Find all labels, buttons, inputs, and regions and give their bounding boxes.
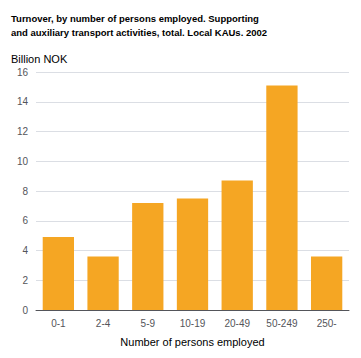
svg-text:6: 6 — [22, 215, 28, 226]
svg-text:14: 14 — [17, 96, 29, 107]
svg-text:2: 2 — [22, 275, 28, 286]
svg-text:2-4: 2-4 — [96, 318, 111, 329]
svg-text:12: 12 — [17, 126, 29, 137]
svg-text:10-19: 10-19 — [180, 318, 206, 329]
svg-text:5-9: 5-9 — [141, 318, 156, 329]
svg-text:0: 0 — [22, 305, 28, 316]
svg-text:Turnover, by number of persons: Turnover, by number of persons employed.… — [11, 13, 259, 24]
svg-text:and auxiliary transport activi: and auxiliary transport activities, tota… — [11, 27, 267, 38]
svg-text:8: 8 — [22, 186, 28, 197]
svg-text:20-49: 20-49 — [224, 318, 250, 329]
svg-text:0-1: 0-1 — [51, 318, 66, 329]
svg-text:Number of persons employed: Number of persons employed — [120, 336, 264, 348]
svg-text:4: 4 — [22, 245, 28, 256]
svg-text:10: 10 — [17, 156, 29, 167]
svg-text:16: 16 — [17, 67, 29, 78]
svg-text:50-249: 50-249 — [266, 318, 298, 329]
svg-text:Billion NOK: Billion NOK — [11, 53, 68, 65]
svg-text:250-: 250- — [317, 318, 337, 329]
